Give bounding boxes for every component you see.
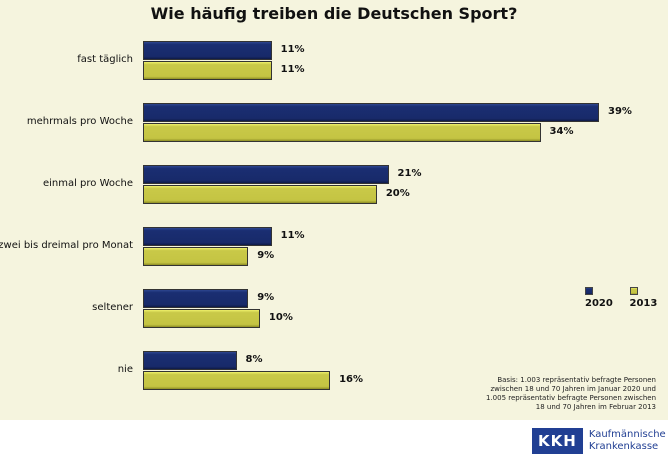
note-line: 1.005 repräsentativ befragte Personen zw…	[486, 394, 656, 402]
data-label: 16%	[339, 374, 363, 385]
logo-line: Krankenkasse	[588, 441, 659, 452]
data-label: 9%	[257, 292, 275, 303]
data-label: 8%	[245, 354, 263, 365]
note-line: zwischen 18 und 70 Jahren im Januar 2020…	[490, 385, 657, 393]
note-line: 18 und 70 Jahren im Februar 2013	[535, 403, 656, 411]
bar-2020	[143, 103, 599, 122]
bar-2020	[143, 41, 272, 60]
legend-swatch-2020	[585, 287, 593, 295]
logo-mark: KKH	[532, 428, 583, 454]
data-label: 11%	[280, 44, 305, 55]
legend: 2020 2013	[585, 287, 668, 309]
note-line: Basis: 1.003 repräsentativ befragte Pers…	[497, 376, 656, 384]
bar-2020	[143, 165, 389, 184]
chart-title: Wie häufig treiben die Deutschen Sport?	[150, 4, 518, 23]
data-label: 39%	[608, 106, 632, 117]
bar-2020	[143, 227, 272, 246]
data-label: 11%	[280, 64, 305, 75]
logo-text: Kaufmännische Krankenkasse	[589, 429, 666, 453]
bar-2013	[143, 61, 272, 80]
basis-note: Basis: 1.003 repräsentativ befragte Pers…	[436, 376, 656, 412]
legend-label: 2013	[629, 298, 658, 309]
category-label: nie	[117, 364, 133, 375]
data-label: 9%	[257, 250, 275, 261]
logo-line: Kaufmännische	[588, 429, 666, 440]
legend-item-2020: 2020	[585, 287, 624, 309]
data-label: 11%	[280, 230, 305, 241]
kkh-logo: KKH Kaufmännische Krankenkasse	[532, 428, 666, 454]
bar-2013	[143, 309, 260, 328]
bar-2013	[143, 371, 331, 390]
chart-area: Wie häufig treiben die Deutschen Sport? …	[0, 0, 668, 420]
category-label: zwei bis dreimal pro Monat	[0, 240, 133, 251]
category-label: einmal pro Woche	[42, 178, 133, 189]
category-label: seltener	[92, 302, 133, 313]
bar-2013	[143, 185, 377, 204]
legend-swatch-2013	[629, 287, 638, 295]
data-label: 10%	[268, 312, 293, 323]
data-label: 21%	[397, 168, 422, 179]
bar-2020	[143, 289, 249, 308]
bar-2020	[143, 351, 237, 370]
category-label: mehrmals pro Woche	[26, 116, 133, 127]
bar-2013	[143, 247, 249, 266]
legend-label: 2020	[585, 298, 613, 309]
legend-item-2013: 2013	[629, 287, 668, 309]
bar-2013	[143, 123, 541, 142]
data-label: 20%	[385, 188, 410, 199]
category-label: fast täglich	[77, 54, 133, 65]
data-label: 34%	[549, 126, 574, 137]
